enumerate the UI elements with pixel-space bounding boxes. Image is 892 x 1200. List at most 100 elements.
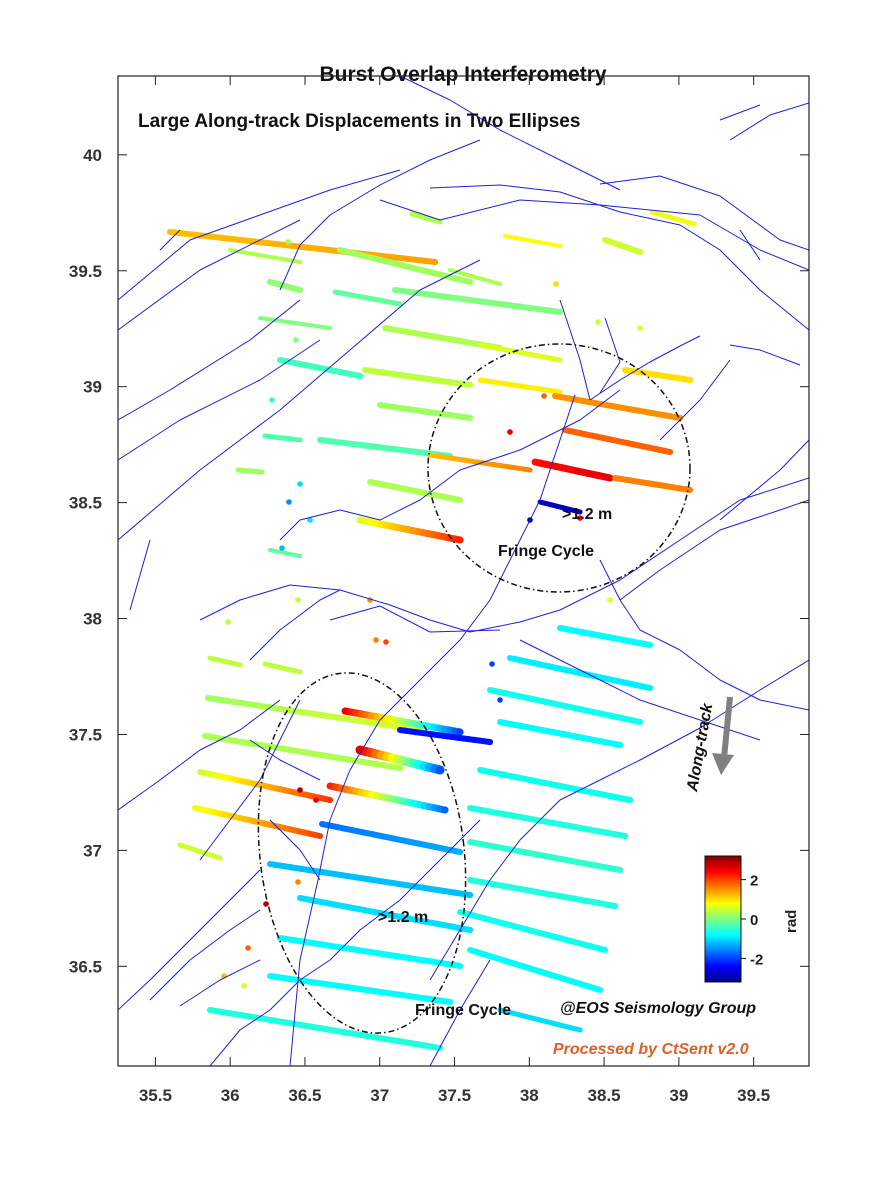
fault-trace (289, 394, 576, 1066)
fault-trace (519, 639, 761, 741)
scatter-point (553, 281, 559, 287)
y-tick-label: 38.5 (69, 494, 102, 513)
colorbar-tick-label: 2 (750, 873, 758, 890)
scatter-point (607, 597, 613, 603)
y-tick-label: 36.5 (69, 957, 102, 976)
scatter-point (297, 481, 303, 487)
track-strip (507, 655, 653, 691)
track-strip (503, 234, 562, 248)
scatter-point (313, 797, 319, 803)
fault-trace (739, 229, 761, 261)
fault-trace (599, 317, 621, 394)
colorbar-tick-label: 0 (750, 912, 758, 929)
track-strip (297, 895, 473, 933)
fault-trace (619, 499, 809, 601)
x-tick-label: 36.5 (288, 1086, 321, 1105)
scatter-point (285, 239, 291, 245)
track-strip (367, 479, 463, 503)
fault-trace (279, 139, 481, 291)
fault-trace (179, 959, 261, 1007)
plot-frame (117, 75, 810, 1067)
track-strip (258, 316, 332, 330)
track-strip (235, 467, 265, 475)
fault-trace (429, 959, 491, 1066)
fault-trace (118, 699, 281, 811)
map-title: Burst Overlap Interferometry (319, 63, 606, 86)
fault-trace (129, 539, 151, 611)
track-strip (467, 877, 618, 909)
fault-trace (149, 909, 261, 1001)
track-strip (207, 655, 243, 668)
track-strip (268, 548, 302, 558)
track-strip (319, 821, 463, 855)
fault-trace (559, 299, 591, 401)
fault-trace (429, 659, 809, 981)
y-tick-label: 39 (83, 378, 102, 397)
track-strip (277, 357, 363, 379)
track-strip (531, 458, 614, 482)
track-strip (467, 947, 603, 993)
track-strip (377, 402, 473, 421)
fault-trace (249, 739, 321, 781)
scatter-point (263, 901, 269, 907)
track-strip (477, 342, 563, 363)
south-fringe-cycle-label: Fringe Cycle (415, 1002, 511, 1019)
fault-trace (379, 199, 809, 271)
scatter-point (595, 319, 601, 325)
colorbar-gradient (704, 855, 742, 983)
track-strip (487, 687, 643, 725)
x-tick-label: 39 (669, 1086, 688, 1105)
fault-trace (159, 229, 181, 251)
fault-trace (118, 219, 301, 331)
track-strip (362, 367, 473, 388)
fault-trace (719, 104, 761, 121)
x-tick-label: 37.5 (438, 1086, 471, 1105)
track-strip (537, 499, 583, 515)
south-displacement-label: >1.2 m (378, 909, 428, 926)
fault-trace (729, 344, 801, 366)
north-displacement-label: >1.2 m (562, 506, 612, 523)
track-strip (262, 661, 303, 675)
track-strip (332, 289, 403, 307)
track-strip (197, 769, 333, 803)
track-strip (497, 719, 623, 748)
x-tick-label: 37 (370, 1086, 389, 1105)
x-tick-label: 38 (520, 1086, 539, 1105)
scatter-point (269, 397, 275, 403)
group-credit: @EOS Seismology Group (560, 1000, 756, 1017)
interferogram-tracks (167, 209, 697, 1051)
scatter-point (245, 945, 251, 951)
track-strip (427, 452, 533, 473)
map-subtitle: Large Along-track Displacements in Two E… (138, 111, 580, 132)
fault-trace (719, 439, 809, 521)
south-fringe-ellipse (257, 672, 467, 1034)
scatter-point (373, 637, 379, 643)
scatter-point (489, 661, 495, 667)
fault-trace (429, 184, 809, 331)
y-tick-label: 40 (83, 146, 102, 165)
track-strip (477, 767, 633, 803)
track-strip (267, 973, 453, 1005)
track-strip (267, 279, 303, 293)
along-track-label: Along-track (684, 701, 717, 794)
scatter-point (225, 619, 231, 625)
y-tick-label: 39.5 (69, 262, 102, 281)
track-strip (192, 805, 323, 839)
north-fringe-ellipse (427, 343, 691, 593)
track-strip (467, 839, 623, 873)
y-tick-label: 38 (83, 610, 102, 629)
scatter-point (241, 983, 247, 989)
track-strip (397, 727, 493, 745)
scatter-point (507, 429, 513, 435)
north-fringe-cycle-label: Fringe Cycle (498, 543, 594, 560)
fault-trace (729, 102, 809, 141)
track-strip (205, 695, 423, 733)
colorbar: 2 0 -2 rad (704, 855, 800, 983)
scatter-point (637, 325, 643, 331)
track-strip (497, 1007, 583, 1033)
fault-trace (659, 359, 731, 441)
track-strip (409, 211, 443, 225)
fault-trace (209, 819, 481, 1066)
track-strip (341, 707, 464, 736)
fault-trace (279, 389, 621, 541)
